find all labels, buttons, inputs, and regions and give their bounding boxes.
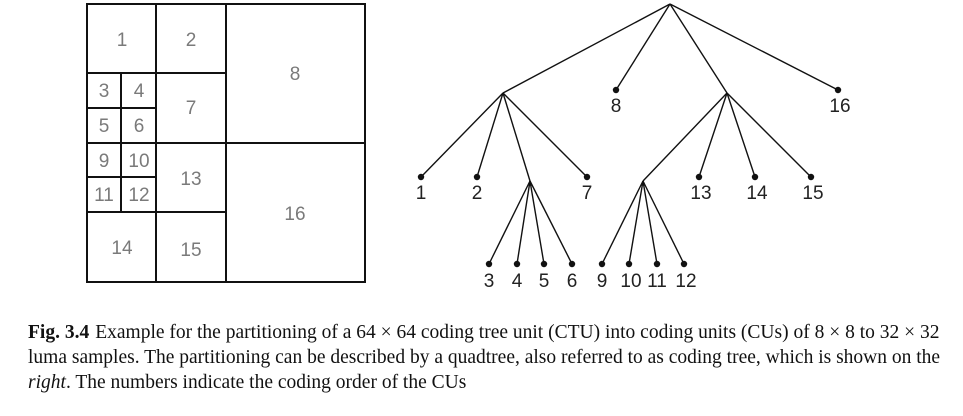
figure-number: Fig. 3.4 — [28, 322, 90, 343]
tree-label: 9 — [597, 271, 608, 292]
caption-text-part1: Example for the partitioning of a 64 × 6… — [28, 322, 941, 368]
coding-tree-labels: 1 2 3 4 5 6 7 8 9 10 11 12 13 14 15 16 — [416, 96, 851, 292]
figure-caption: Fig. 3.4 Example for the partitioning of … — [28, 320, 948, 395]
coding-tree-nodes — [417, 86, 842, 268]
tree-label: 6 — [567, 271, 578, 292]
ctu-label: 1 — [117, 30, 128, 51]
tree-leaf-node — [568, 260, 576, 268]
ctu-label: 3 — [99, 81, 110, 102]
tree-leaf-node — [625, 260, 633, 268]
tree-leaf-node — [807, 173, 815, 181]
tree-leaf-node — [583, 173, 591, 181]
tree-label: 11 — [647, 271, 667, 292]
ctu-label: 6 — [134, 116, 145, 137]
tree-leaf-node — [598, 260, 606, 268]
tree-leaf-node — [751, 173, 759, 181]
tree-label: 12 — [675, 271, 696, 292]
ctu-partition-grid — [86, 3, 366, 283]
ctu-label: 11 — [94, 185, 114, 206]
ctu-label: 12 — [128, 185, 149, 206]
ctu-label: 4 — [134, 81, 145, 102]
tree-leaf-node — [417, 173, 425, 181]
tree-leaf-node — [695, 173, 703, 181]
tree-label: 2 — [472, 183, 483, 204]
ctu-labels: 1 2 3 4 5 6 7 8 9 10 11 12 13 14 15 16 — [94, 30, 305, 261]
tree-label: 1 — [416, 183, 427, 204]
ctu-label: 10 — [128, 151, 149, 172]
tree-label: 4 — [512, 271, 523, 292]
tree-label: 10 — [620, 271, 641, 292]
ctu-label: 8 — [290, 64, 301, 85]
tree-label: 8 — [611, 96, 622, 117]
ctu-label: 14 — [111, 238, 133, 259]
tree-leaf-node — [473, 173, 481, 181]
tree-leaf-node — [653, 260, 661, 268]
tree-label: 16 — [829, 96, 850, 117]
coding-tree-edges — [420, 3, 839, 265]
tree-leaf-node — [513, 260, 521, 268]
tree-label: 14 — [746, 183, 768, 204]
caption-text-italic: right — [28, 372, 66, 393]
ctu-label: 5 — [99, 116, 110, 137]
tree-label: 3 — [484, 271, 495, 292]
tree-leaf-node — [680, 260, 688, 268]
ctu-label: 7 — [186, 98, 197, 119]
tree-label: 15 — [802, 183, 823, 204]
ctu-label: 9 — [99, 151, 110, 172]
ctu-label: 15 — [180, 240, 201, 261]
tree-label: 7 — [582, 183, 593, 204]
caption-text-part2: . The numbers indicate the coding order … — [65, 372, 467, 393]
tree-label: 5 — [539, 271, 550, 292]
tree-leaf-node — [834, 86, 842, 94]
tree-label: 13 — [690, 183, 711, 204]
ctu-partitioning-figure: 1 2 3 4 5 6 7 8 9 10 11 12 13 14 15 16 — [86, 3, 851, 292]
tree-leaf-node — [540, 260, 548, 268]
ctu-label: 16 — [284, 204, 305, 225]
ctu-label: 2 — [186, 30, 197, 51]
tree-leaf-node — [612, 86, 620, 94]
tree-leaf-node — [485, 260, 493, 268]
ctu-label: 13 — [180, 169, 201, 190]
